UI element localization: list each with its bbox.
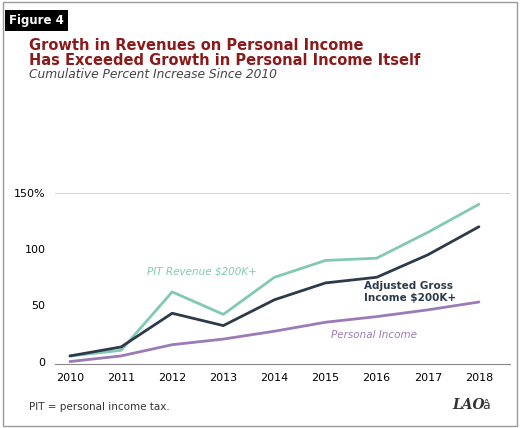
- Text: Cumulative Percent Increase Since 2010: Cumulative Percent Increase Since 2010: [29, 68, 277, 81]
- Text: â: â: [483, 399, 490, 412]
- Text: Growth in Revenues on Personal Income: Growth in Revenues on Personal Income: [29, 38, 363, 53]
- Text: LAO: LAO: [452, 398, 485, 412]
- Text: Figure 4: Figure 4: [9, 14, 64, 27]
- Text: Adjusted Gross
Income $200K+: Adjusted Gross Income $200K+: [364, 281, 456, 303]
- Text: PIT = personal income tax.: PIT = personal income tax.: [29, 402, 170, 412]
- Text: PIT Revenue $200K+: PIT Revenue $200K+: [147, 267, 256, 276]
- Text: Has Exceeded Growth in Personal Income Itself: Has Exceeded Growth in Personal Income I…: [29, 53, 420, 68]
- Text: Personal Income: Personal Income: [331, 330, 417, 339]
